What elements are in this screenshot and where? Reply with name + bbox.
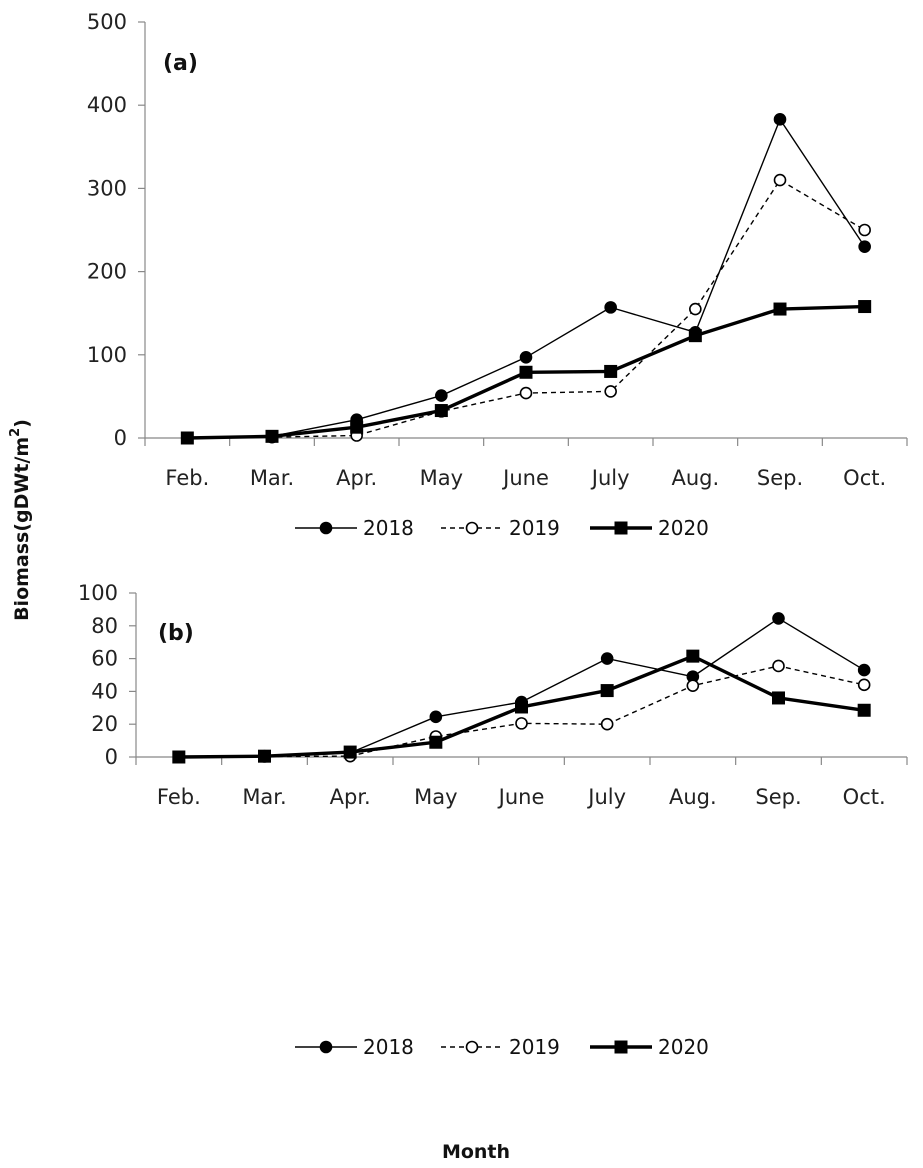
data-point-2019 xyxy=(600,717,614,731)
x-tick-label: June xyxy=(497,785,545,809)
data-point-2020 xyxy=(600,684,614,698)
data-point-2020 xyxy=(429,735,443,749)
legend-label-2018: 2018 xyxy=(363,1035,414,1059)
data-point-2019 xyxy=(689,302,702,316)
panel-label: (a) xyxy=(163,51,198,76)
series-2018 xyxy=(172,612,871,764)
y-tick-label: 300 xyxy=(87,176,127,200)
data-point-2020 xyxy=(434,404,448,418)
series-2019 xyxy=(181,173,871,445)
data-point-2018 xyxy=(857,663,871,677)
x-tick-label: May xyxy=(420,466,463,490)
data-point-2020 xyxy=(857,703,871,717)
legend-marker-2020 xyxy=(614,521,628,535)
x-tick-label: Aug. xyxy=(669,785,717,809)
data-point-2020 xyxy=(172,750,186,764)
y-tick-label: 400 xyxy=(87,93,127,117)
data-point-2018 xyxy=(773,113,787,126)
data-point-2018 xyxy=(435,389,448,402)
y-tick-label: 100 xyxy=(78,581,118,605)
y-tick-label: 500 xyxy=(87,10,127,34)
legend: 2018 2019 2020 xyxy=(295,516,709,540)
y-tick-label: 0 xyxy=(114,426,127,450)
legend-marker-2019 xyxy=(465,1040,479,1054)
data-point-2020 xyxy=(343,745,357,759)
legend: 2018 2019 2020 xyxy=(295,1035,709,1059)
data-point-2019 xyxy=(772,659,785,673)
legend-label-2020: 2020 xyxy=(658,1035,709,1059)
data-point-2019 xyxy=(519,386,533,400)
legend-label-2018: 2018 xyxy=(363,516,414,540)
data-point-2020 xyxy=(350,420,364,434)
x-axis-title: Month xyxy=(442,1141,510,1163)
legend-marker-2018 xyxy=(319,1040,333,1054)
legend-label-2019: 2019 xyxy=(509,516,560,540)
data-point-2020 xyxy=(258,749,271,763)
legend-marker-2018 xyxy=(319,521,333,535)
x-tick-label: Aug. xyxy=(671,466,719,490)
x-tick-label: Mar. xyxy=(250,466,294,490)
x-tick-label: Feb. xyxy=(165,466,209,490)
x-tick-label: July xyxy=(590,466,630,490)
data-point-2019 xyxy=(515,717,528,730)
data-point-2020 xyxy=(772,691,785,705)
data-point-2019 xyxy=(857,678,871,692)
y-tick-label: 0 xyxy=(105,745,118,769)
data-point-2020 xyxy=(604,364,618,378)
y-axis-title: Biomass(gDWt/m2) xyxy=(8,419,33,621)
data-point-2020 xyxy=(773,302,787,316)
data-point-2020 xyxy=(858,300,872,314)
panel-label: (b) xyxy=(158,621,194,646)
data-point-2019 xyxy=(604,385,617,398)
data-point-2018 xyxy=(600,652,614,665)
data-point-2018 xyxy=(519,350,533,364)
legend-marker-2020 xyxy=(614,1040,628,1054)
data-point-2019 xyxy=(858,223,871,237)
x-tick-label: Sep. xyxy=(757,466,803,490)
data-point-2018 xyxy=(772,612,785,625)
data-point-2019 xyxy=(773,173,787,187)
y-tick-label: 100 xyxy=(87,343,127,367)
data-point-2020 xyxy=(265,429,279,443)
data-point-2020 xyxy=(688,329,702,343)
x-tick-label: Sep. xyxy=(755,785,801,809)
legend-label-2020: 2020 xyxy=(658,516,709,540)
data-point-2020 xyxy=(180,431,194,445)
x-tick-label: Feb. xyxy=(157,785,201,809)
data-point-2018 xyxy=(429,710,443,724)
data-point-2019 xyxy=(686,679,700,692)
data-point-2020 xyxy=(519,365,533,379)
x-tick-label: Apr. xyxy=(330,785,371,809)
data-point-2018 xyxy=(858,240,871,253)
x-tick-label: July xyxy=(586,785,626,809)
data-point-2020 xyxy=(515,700,528,714)
data-point-2020 xyxy=(686,649,700,663)
y-tick-label: 60 xyxy=(91,647,118,671)
x-tick-label: June xyxy=(501,466,549,490)
x-tick-label: Oct. xyxy=(843,785,886,809)
y-tick-label: 40 xyxy=(91,679,118,703)
x-tick-label: Mar. xyxy=(242,785,286,809)
y-tick-label: 80 xyxy=(91,614,118,638)
x-tick-label: May xyxy=(414,785,457,809)
data-point-2018 xyxy=(604,301,617,314)
y-tick-label: 20 xyxy=(91,712,118,736)
panel-a: 0 100 200 300 400 500 Feb. Mar. Apr. May June July A… xyxy=(87,10,908,540)
legend-label-2019: 2019 xyxy=(509,1035,560,1059)
panel-b: 0 20 40 60 80 100 Feb. Mar. Apr. May June July Aug. S… xyxy=(78,581,908,1059)
x-tick-label: Apr. xyxy=(336,466,377,490)
series-2020 xyxy=(172,649,871,764)
y-tick-label: 200 xyxy=(87,260,127,284)
x-tick-label: Oct. xyxy=(843,466,886,490)
legend-marker-2019 xyxy=(465,521,479,535)
series-2020 xyxy=(180,300,872,445)
